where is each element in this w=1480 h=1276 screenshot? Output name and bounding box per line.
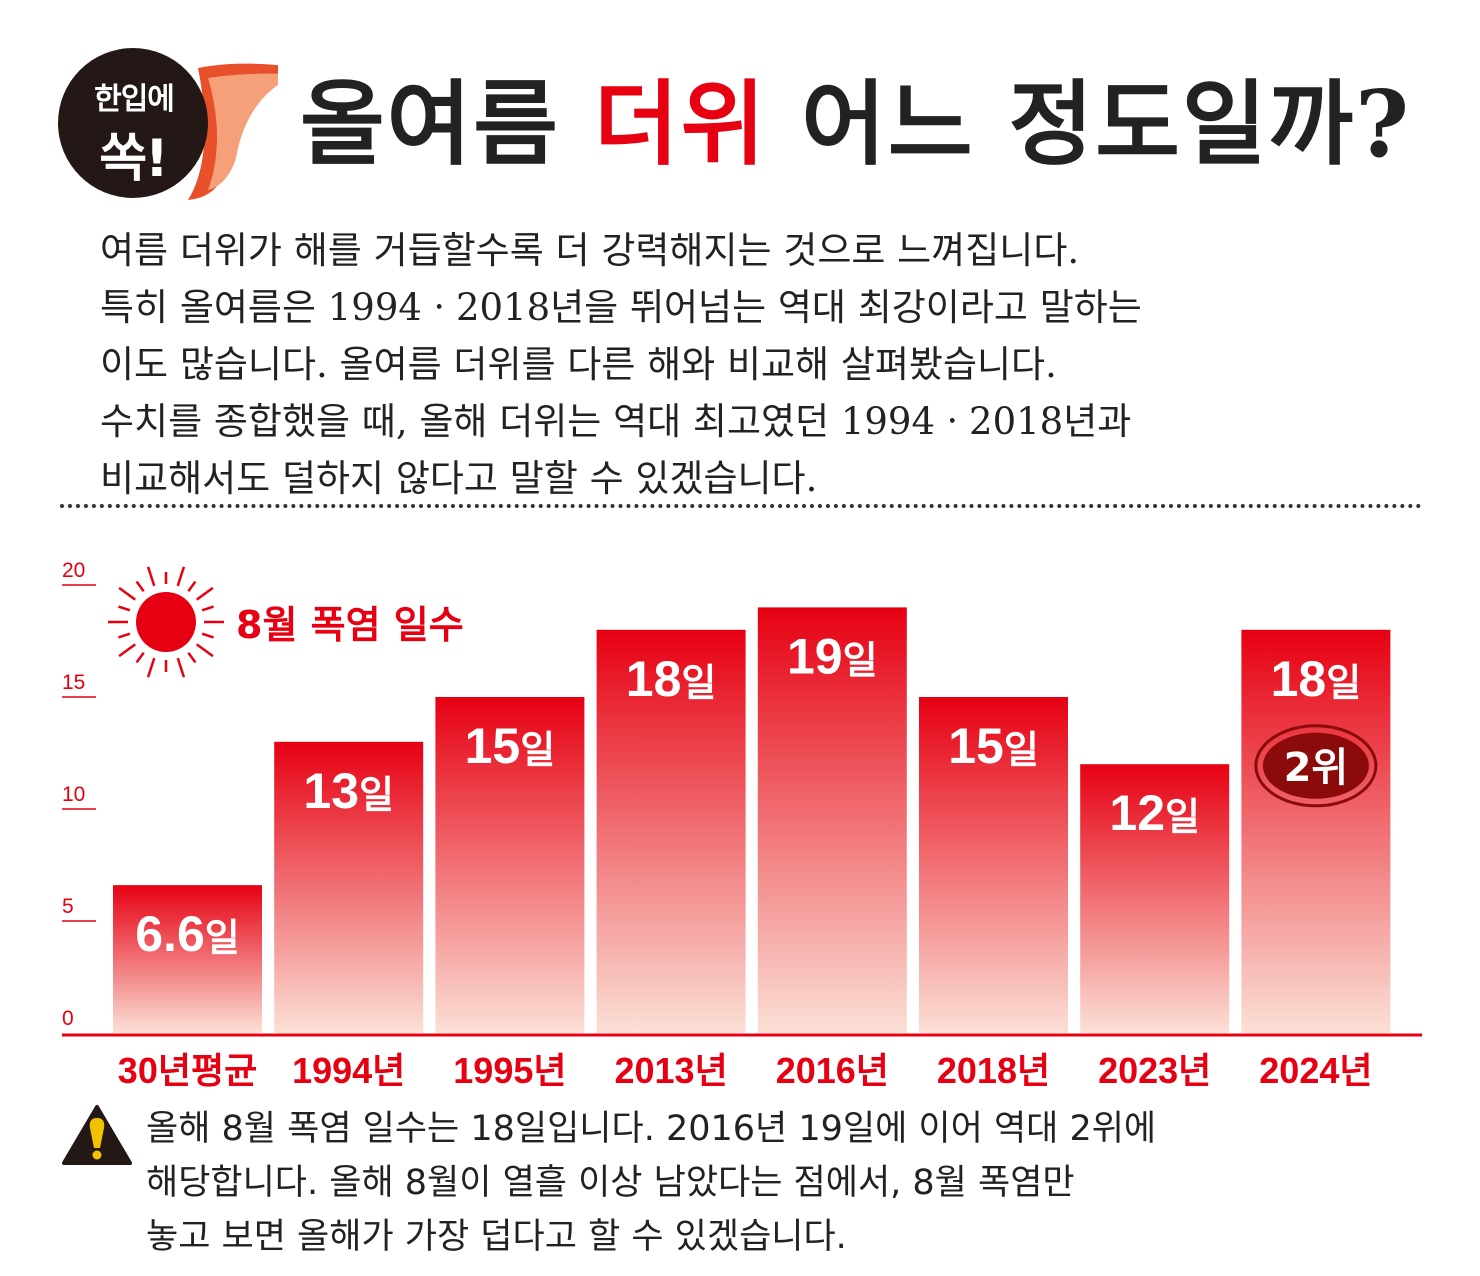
chart-title: 8월 폭염 일수 [236, 603, 464, 647]
badge-text-line2: 쏙! [99, 129, 169, 189]
y-axis: 0 5 10 15 20 [62, 559, 96, 1030]
intro-line: 특히 올여름은 1994ㆍ2018년을 뛰어넘는 역대 최강이라고 말하는 [100, 286, 1142, 329]
x-tick-label: 1994년 [292, 1050, 405, 1091]
sun-ray [176, 566, 186, 587]
bar-value-unit: 일 [681, 661, 716, 705]
bar-value-label: 19일 [787, 628, 878, 684]
note-line: 해당합니다. 올해 8월이 열흘 이상 남았다는 점에서, 8월 폭염만 [146, 1163, 1075, 1203]
intro-line: 비교해서도 덜하지 않다고 말할 수 있겠습니다. [100, 457, 818, 500]
badge-circle [58, 48, 208, 198]
sun-ray [118, 605, 131, 612]
badge-text-line1: 한입에 [94, 82, 175, 117]
intro-paragraph: 여름 더위가 해를 거듭할수록 더 강력해지는 것으로 느껴집니다. 특히 올여… [100, 222, 1420, 507]
logo-badge: 한입에 쏙! [58, 48, 278, 200]
sun-ray [196, 586, 214, 601]
bar-value-number: 15 [465, 718, 521, 774]
bar-value-number: 18 [1271, 651, 1327, 707]
x-tick-label: 2018년 [937, 1050, 1050, 1091]
sun-ray [187, 652, 197, 664]
sun-disc [136, 592, 196, 652]
sun-ray [118, 632, 131, 639]
bar-value-unit: 일 [1326, 661, 1361, 705]
bar-value-number: 19 [787, 628, 843, 684]
bar-value-label: 18일 [1271, 651, 1362, 707]
x-axis-labels: 30년평균 1994년 1995년 2013년 2016년 2018년 2023년 2024년 [118, 1050, 1373, 1091]
rank-badge-label: 2위 [1284, 745, 1349, 791]
note-line: 올해 8월 폭염 일수는 18일입니다. 2016년 19일에 이어 역대 2위… [146, 1109, 1157, 1149]
y-tick-label: 0 [62, 1007, 74, 1030]
bar [596, 629, 746, 1033]
y-tick-label: 10 [62, 783, 85, 806]
bar [919, 697, 1068, 1033]
bar [1241, 629, 1391, 1033]
sun-ray [187, 580, 197, 592]
chart-legend: 8월 폭염 일수 [108, 566, 464, 678]
bar-value-unit: 일 [1165, 795, 1200, 839]
bar-value-label: 12일 [1109, 785, 1200, 841]
bar [435, 697, 585, 1033]
x-tick-label: 2016년 [776, 1050, 889, 1091]
bar-value-number: 15 [948, 718, 1004, 774]
bar-value-unit: 일 [843, 638, 878, 682]
bar-value-number: 13 [303, 763, 359, 819]
bar-value-label: 6.6일 [135, 906, 239, 962]
title-part1: 올여름 [300, 70, 594, 178]
sun-ray [201, 632, 214, 639]
bar-value-unit: 일 [205, 916, 240, 960]
page-title: 올여름 더위 어느 정도일까? [300, 50, 1411, 183]
dotted-divider [60, 504, 1422, 508]
x-tick-label: 30년평균 [118, 1050, 257, 1091]
x-tick-label: 1995년 [453, 1050, 566, 1091]
bar-value-number: 12 [1109, 785, 1165, 841]
sun-ray [196, 643, 214, 658]
bar-value-unit: 일 [1004, 728, 1039, 772]
bar-value-label: 18일 [626, 651, 717, 707]
y-tick-label: 20 [62, 559, 85, 582]
bar-value-unit: 일 [520, 728, 555, 772]
title-part2: 어느 정도일까? [767, 70, 1412, 178]
rank-badge-ring [1254, 724, 1378, 808]
sun-ray [146, 657, 156, 678]
bar-value-label: 13일 [303, 763, 394, 819]
bar [274, 741, 424, 1033]
title-highlight: 더위 [593, 70, 768, 178]
rank-badge [1262, 732, 1369, 799]
x-tick-label: 2024년 [1259, 1050, 1372, 1091]
bar-value-label: 15일 [465, 718, 556, 774]
sun-icon [108, 566, 224, 678]
note-paragraph: 올해 8월 폭염 일수는 18일입니다. 2016년 19일에 이어 역대 2위… [146, 1102, 1426, 1264]
sun-ray [201, 605, 214, 612]
bar-value-number: 6.6 [135, 906, 205, 962]
intro-line: 여름 더위가 해를 거듭할수록 더 강력해지는 것으로 느껴집니다. [100, 229, 1080, 272]
bar-value-label: 15일 [948, 718, 1039, 774]
x-tick-label: 2013년 [614, 1050, 727, 1091]
bar [757, 607, 907, 1033]
y-tick-label: 5 [62, 895, 74, 918]
intro-line: 수치를 종합했을 때, 올해 더위는 역대 최고였던 1994ㆍ2018년과 [100, 400, 1132, 443]
sun-ray [118, 643, 136, 658]
bar-value-unit: 일 [359, 773, 394, 817]
sun-ray [176, 657, 186, 678]
x-tick-label: 2023년 [1098, 1050, 1211, 1091]
bar [1080, 764, 1230, 1033]
sun-ray [146, 566, 156, 587]
y-tick-label: 15 [62, 671, 85, 694]
sun-ray [135, 652, 145, 664]
intro-line: 이도 많습니다. 올여름 더위를 다른 해와 비교해 살펴봤습니다. [100, 343, 1057, 386]
note-line: 놓고 보면 올해가 가장 덥다고 할 수 있겠습니다. [146, 1217, 847, 1257]
bar-value-number: 18 [626, 651, 682, 707]
flame-swoosh [188, 63, 278, 200]
bar [113, 885, 262, 1033]
sun-ray [118, 586, 136, 601]
sun-ray [135, 580, 145, 592]
warning-icon [62, 1105, 132, 1165]
